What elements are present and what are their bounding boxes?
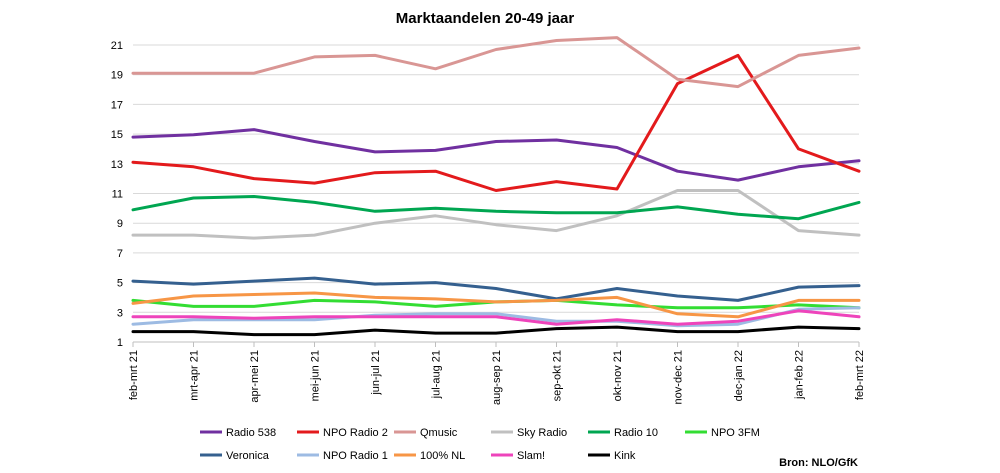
x-tick-label: feb-mrt 21 [128, 350, 140, 400]
legend-label: 100% NL [420, 450, 465, 462]
x-axis: feb-mrt 21 mrt-apr 21 apr-mei 21 mei-jun 21… [128, 341, 866, 405]
y-tick-label: 7 [117, 248, 123, 260]
series-line [131, 325, 861, 337]
series-line [131, 276, 861, 302]
y-tick-label: 15 [111, 129, 123, 141]
y-tick-label: 3 [117, 307, 123, 319]
x-tick-label: jun-jul 21 [370, 350, 382, 396]
legend-label: Radio 538 [226, 427, 276, 439]
series-lines [131, 36, 861, 337]
series-line [131, 189, 861, 240]
x-tick-label: aug-sep 21 [491, 350, 503, 405]
y-tick-label: 17 [111, 99, 123, 111]
x-tick-label: dec-jan 22 [733, 350, 745, 401]
series-line [131, 128, 861, 182]
x-tick-label: apr-mei 21 [249, 350, 261, 403]
x-tick-label: mei-jun 21 [310, 350, 322, 401]
y-tick-label: 13 [111, 159, 123, 171]
legend-label: Kink [614, 450, 636, 462]
legend-label: NPO Radio 2 [323, 427, 388, 439]
legend-label: NPO Radio 1 [323, 450, 388, 462]
series-line [131, 36, 861, 89]
x-tick-label: feb-mrt 22 [854, 350, 866, 400]
legend: Radio 538 NPO Radio 2 Qmusic Sky Radio Radio… [200, 427, 760, 462]
y-tick-label: 11 [112, 189, 123, 201]
legend-label: NPO 3FM [711, 427, 760, 439]
legend-label: Slam! [517, 450, 545, 462]
series-line [131, 291, 861, 319]
y-tick-label: 9 [117, 218, 123, 230]
x-tick-label: jan-feb 22 [794, 350, 806, 400]
series-line [131, 195, 861, 221]
chart-title: Marktaandelen 20-49 jaar [396, 10, 575, 27]
source-note: Bron: NLO/GfK [779, 457, 858, 469]
y-tick-label: 1 [117, 337, 123, 349]
x-tick-label: sep-okt 21 [552, 350, 564, 401]
x-tick-label: jul-aug 21 [431, 350, 443, 399]
x-tick-label: mrt-apr 21 [189, 350, 201, 401]
legend-label: Radio 10 [614, 427, 658, 439]
legend-label: Sky Radio [517, 427, 567, 439]
y-tick-label: 21 [111, 40, 123, 52]
x-tick-label: nov-dec 21 [673, 350, 685, 404]
y-tick-label: 5 [117, 278, 123, 290]
legend-label: Qmusic [420, 427, 458, 439]
x-tick-label: okt-nov 21 [612, 350, 624, 401]
legend-label: Veronica [226, 450, 270, 462]
y-tick-label: 19 [111, 70, 123, 82]
series-line [131, 309, 861, 326]
series-line [131, 53, 861, 192]
